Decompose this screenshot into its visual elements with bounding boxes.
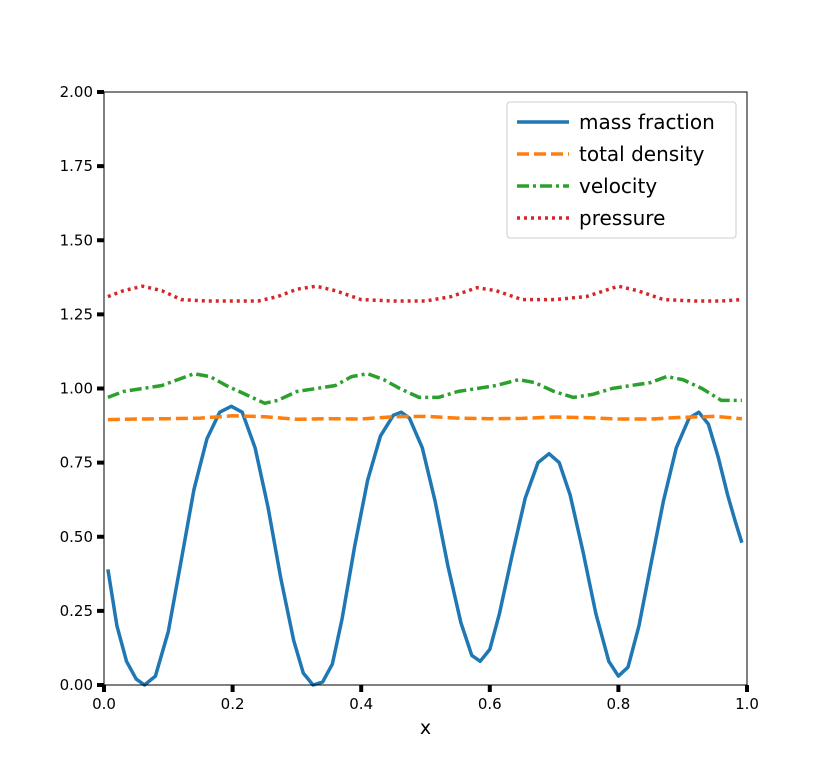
y-tick-label: 2.00	[60, 83, 93, 101]
x-tick-label: 0.6	[478, 695, 502, 713]
y-tick-label: 1.25	[60, 305, 93, 323]
y-tick-label: 1.50	[60, 231, 93, 249]
legend-label: mass fraction	[579, 110, 715, 134]
legend-label: velocity	[579, 174, 657, 198]
axes-layer: 0.0 0.2 0.4 0.6 0.8 1.0 0.00 0.25 0.50 0.75 1.00 1.…	[60, 83, 759, 739]
x-tick-label: 0.8	[606, 695, 630, 713]
legend-label: pressure	[579, 206, 665, 230]
x-tick-label: 0.0	[92, 695, 116, 713]
y-tick-label: 0.25	[60, 602, 93, 620]
x-tick-label: 0.2	[221, 695, 245, 713]
y-tick-label: 1.75	[60, 157, 93, 175]
y-tick-label: 1.00	[60, 380, 93, 398]
x-tick-label: 1.0	[735, 695, 759, 713]
y-tick-label: 0.00	[60, 676, 93, 694]
y-tick-label: 0.50	[60, 528, 93, 546]
x-axis-label: x	[420, 717, 431, 739]
series-line-pressure	[107, 284, 743, 303]
series-layer	[106, 284, 744, 687]
y-tick-label: 0.75	[60, 454, 93, 472]
legend-label: total density	[579, 142, 705, 166]
series-line-total-density	[107, 414, 743, 422]
series-line-velocity	[107, 371, 742, 406]
series-line-mass-fraction	[106, 404, 744, 687]
legend-box	[506, 101, 737, 239]
legend: mass fraction total density velocity pressu…	[506, 101, 737, 239]
x-tick-label: 0.4	[349, 695, 373, 713]
